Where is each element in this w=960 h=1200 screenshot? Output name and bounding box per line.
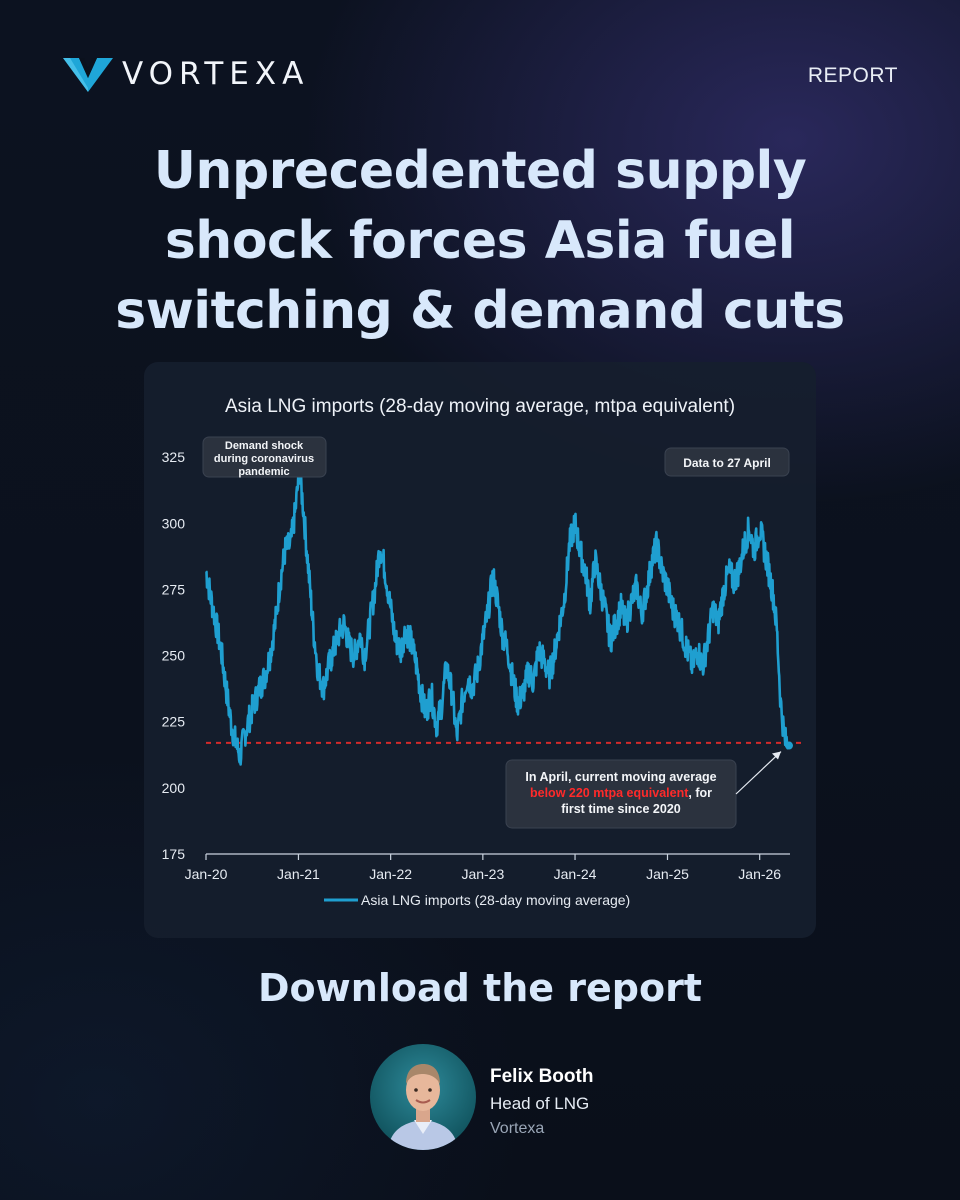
author-org: Vortexa [490, 1120, 545, 1137]
y-tick-label: 225 [162, 714, 186, 730]
data-date-annotation: Data to 27 April [683, 456, 771, 470]
x-axis: Jan-20 Jan-21 Jan-22 Jan-23 Jan-24 Jan-25 Jan-… [185, 853, 790, 882]
headline-line-1: Unprecedented supply [153, 141, 807, 201]
author-avatar [370, 1044, 476, 1150]
series-endpoint [784, 741, 793, 750]
data-date-annotation-box [664, 447, 790, 477]
y-axis-ticks: 175 200 225 250 275 300 325 [162, 449, 186, 862]
chart-title: Asia LNG imports (28-day moving average,… [225, 396, 735, 417]
x-tick-label: Jan-23 [461, 866, 504, 882]
author-name: Felix Booth [490, 1066, 594, 1087]
headline-line-2: shock forces Asia fuel [164, 211, 796, 271]
arrow-head [771, 751, 781, 760]
header: VORTEXA REPORT [62, 54, 898, 98]
person-portrait-icon [388, 1064, 458, 1150]
y-tick-label: 200 [162, 780, 186, 796]
download-report-link[interactable]: Download the report [258, 966, 702, 1010]
y-tick-label: 275 [162, 581, 186, 597]
chart-card: Asia LNG imports (28-day moving average,… [144, 362, 816, 938]
annotation-layer: Demand shock during coronavirus pandemic Da… [202, 436, 790, 829]
covid-annotation-box [202, 436, 327, 478]
x-tick-label: Jan-24 [554, 866, 597, 882]
y-tick-label: 300 [162, 515, 186, 531]
brand-logo[interactable]: VORTEXA [62, 54, 309, 94]
lng-imports-chart: Asia LNG imports (28-day moving average,… [162, 396, 806, 908]
series-layer [205, 467, 793, 766]
vortexa-logo-icon [63, 58, 113, 92]
x-tick-label: Jan-20 [185, 866, 228, 882]
x-tick-label: Jan-26 [738, 866, 781, 882]
x-tick-label: Jan-21 [277, 866, 320, 882]
series-line [205, 467, 790, 766]
legend-label: Asia LNG imports (28-day moving average) [361, 892, 630, 908]
y-tick-label: 325 [162, 449, 186, 465]
author-card: Felix Booth Head of LNG Vortexa [370, 1044, 730, 1152]
covid-annotation: Demand shock during coronavirus pandemic [214, 440, 314, 478]
april-annotation-arrow [735, 751, 782, 795]
x-tick-label: Jan-25 [646, 866, 689, 882]
legend: Asia LNG imports (28-day moving average) [324, 892, 630, 908]
april-annotation: In April, current moving average below 22… [525, 770, 716, 816]
x-tick-label: Jan-22 [369, 866, 412, 882]
brand-name: VORTEXA [122, 56, 310, 92]
y-tick-label: 250 [162, 648, 186, 664]
headline-line-3: switching & demand cuts [115, 281, 845, 341]
report-tag: REPORT [807, 64, 898, 87]
author-role: Head of LNG [490, 1094, 590, 1113]
y-tick-label: 175 [162, 846, 186, 862]
headline: Unprecedented supply shock forces Asia f… [40, 136, 920, 346]
